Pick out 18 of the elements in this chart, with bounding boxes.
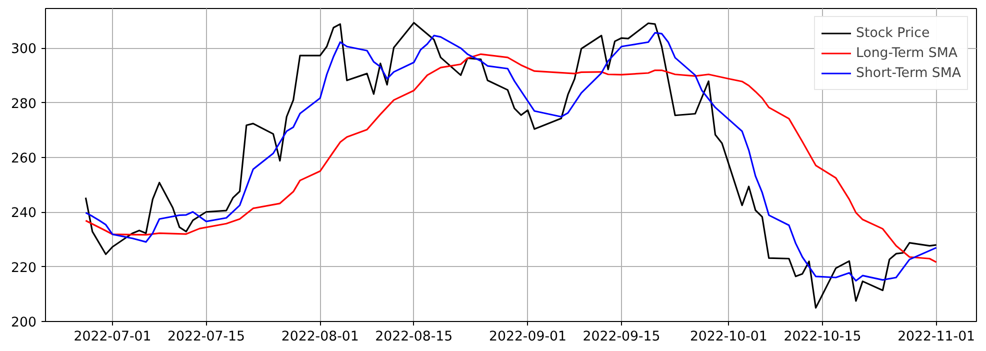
y-tick-label: 220 (11, 260, 37, 276)
x-tick-label: 2022-11-01 (898, 330, 976, 344)
x-tick-label: 2022-10-01 (690, 330, 768, 344)
y-tick-label: 200 (11, 316, 37, 330)
x-tick-label: 2022-09-15 (582, 330, 660, 344)
x-tick-label: 2022-09-01 (489, 330, 566, 344)
y-tick-label: 240 (11, 206, 37, 222)
y-tick-label: 280 (11, 96, 37, 112)
legend-label: Stock Price (856, 26, 930, 40)
x-tick-label: 2022-07-01 (74, 330, 152, 344)
y-tick-label: 260 (11, 151, 37, 166)
y-tick-label: 300 (11, 42, 37, 58)
x-tick-label: 2022-08-15 (375, 330, 453, 344)
legend-label: Short-Term SMA (856, 66, 961, 80)
legend-label: Long-Term SMA (856, 46, 958, 60)
x-tick-label: 2022-07-15 (168, 330, 245, 344)
x-tick-label: 2022-10-15 (784, 330, 862, 344)
x-tick-label: 2022-08-01 (281, 330, 359, 344)
